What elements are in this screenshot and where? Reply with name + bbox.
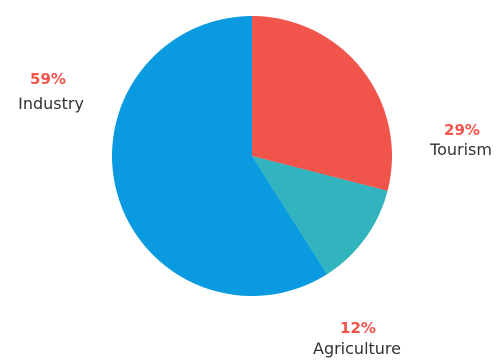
value-label-industry: 59% [30,70,66,88]
pie-slice-tourism [252,16,392,191]
category-label-tourism: Tourism [429,140,492,159]
pie-slices [112,16,392,296]
pie-slice-agriculture [252,156,388,275]
value-label-tourism: 29% [444,121,480,139]
slice-label-industry: 59% Industry [18,70,84,113]
slice-label-agriculture: 12% Agriculture [313,319,401,358]
slice-label-tourism: 29% Tourism [429,121,492,159]
category-label-agriculture: Agriculture [313,339,401,358]
pie-slice-industry [112,16,328,296]
category-label-industry: Industry [18,94,84,113]
value-label-agriculture: 12% [340,319,376,337]
